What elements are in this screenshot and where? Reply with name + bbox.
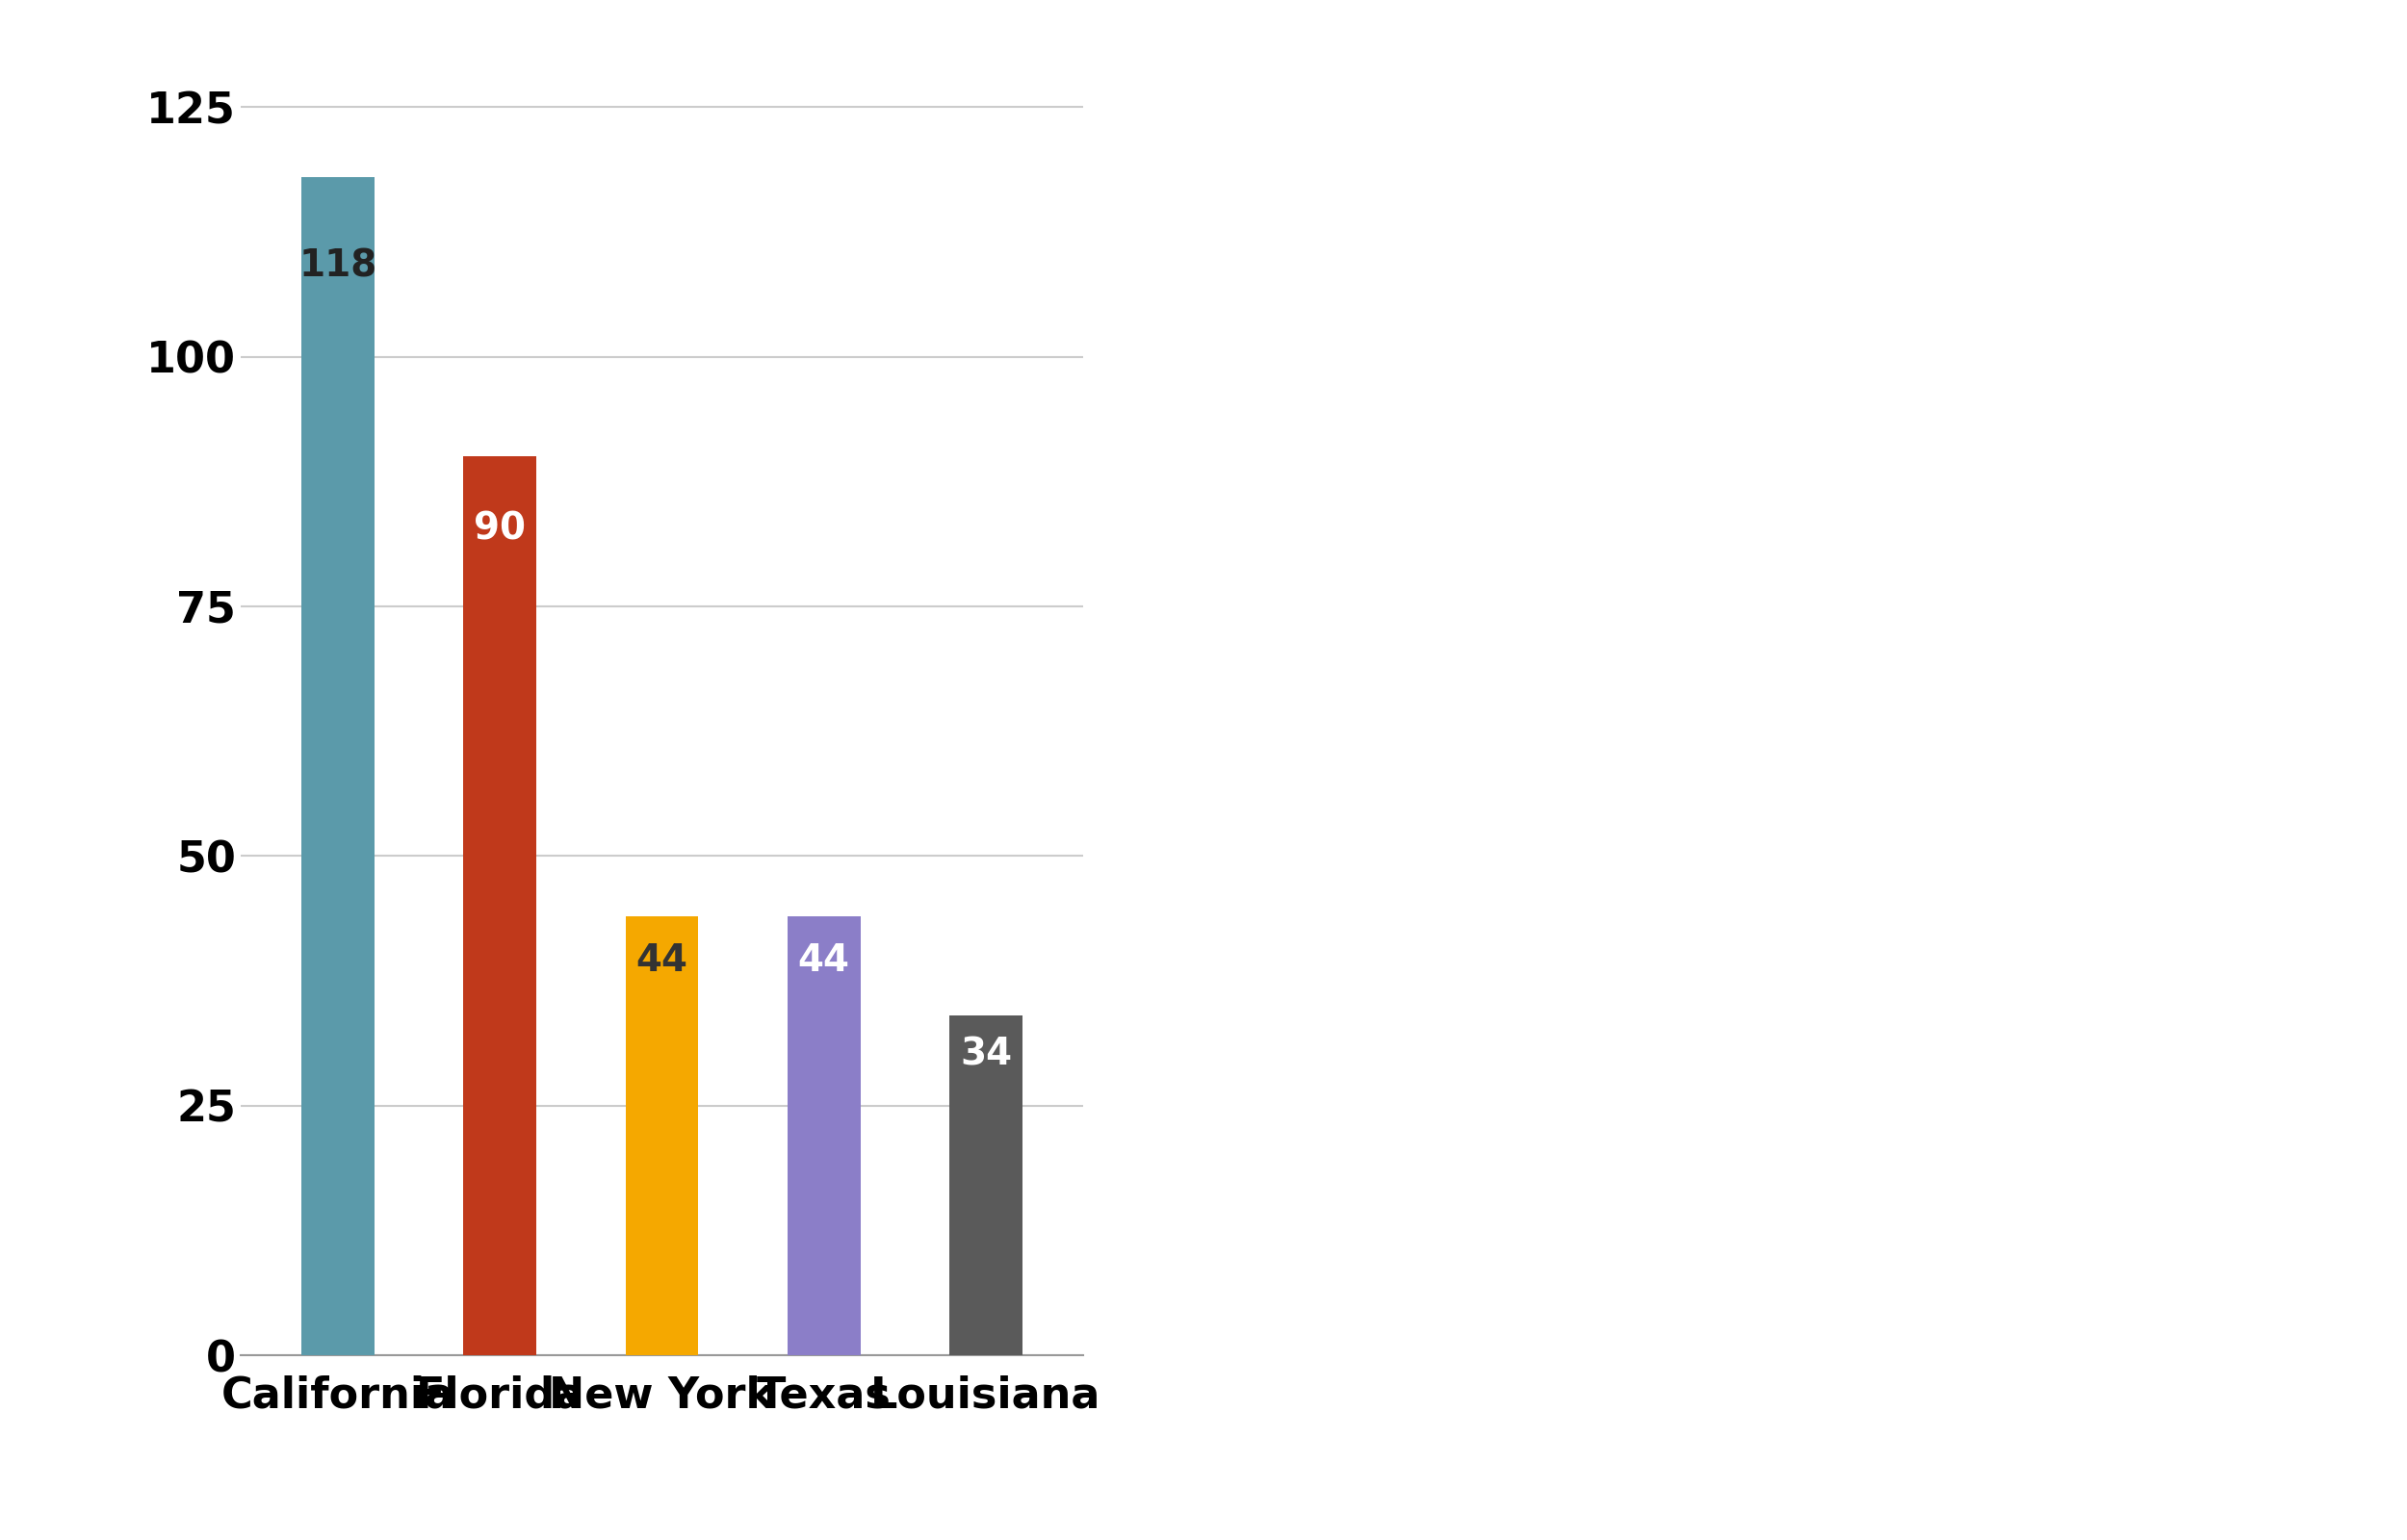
Bar [465,456,537,1355]
Text: 44: 44 [635,942,688,979]
Text: 118: 118 [298,248,378,285]
Bar [626,916,698,1355]
Text: 90: 90 [474,510,525,547]
Bar [301,177,375,1355]
Text: 44: 44 [799,942,850,979]
Text: 34: 34 [960,1036,1011,1073]
Bar [948,1016,1023,1355]
Bar [787,916,859,1355]
